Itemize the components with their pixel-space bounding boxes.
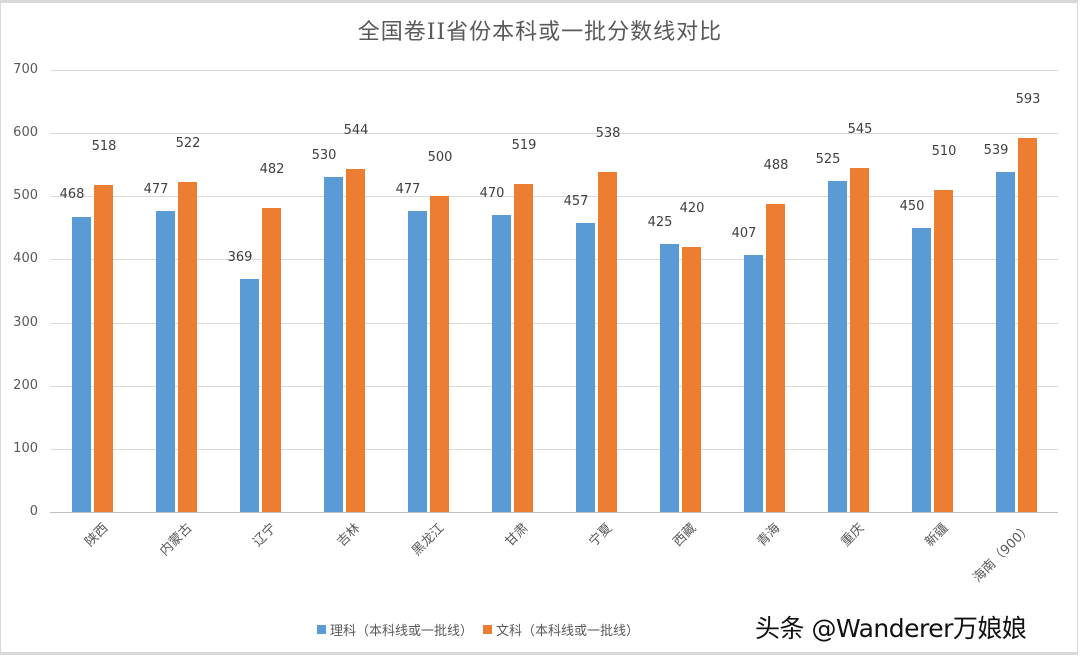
data-label: 482: [259, 161, 285, 177]
data-label: 538: [595, 126, 621, 142]
gridline: [50, 448, 1058, 450]
data-label: 488: [763, 157, 789, 173]
bar: [765, 203, 785, 512]
data-label: 407: [731, 226, 757, 241]
data-label: 470: [479, 186, 505, 202]
bar: [93, 184, 113, 512]
bar: [849, 167, 869, 512]
gridline: [50, 512, 1058, 513]
bar: [933, 189, 953, 512]
legend-label: 理科（本科线或一批线）: [330, 624, 474, 639]
bar: [1017, 137, 1037, 512]
data-label: 525: [815, 151, 841, 167]
bar: [911, 227, 931, 512]
gridline: [50, 259, 1058, 261]
gridline: [50, 196, 1058, 198]
bar: [995, 171, 1015, 512]
data-label: 468: [59, 187, 85, 203]
bar: [155, 210, 175, 512]
legend: 理科（本科线或一批线） 文科（本科线或一批线）: [317, 620, 645, 639]
data-label: 420: [679, 200, 705, 216]
y-tick-label: 200: [13, 377, 38, 393]
chart-title: 全国卷II省份本科或一批分数线对比: [357, 20, 723, 45]
data-label: 369: [227, 250, 253, 265]
data-label: 500: [427, 150, 453, 166]
bar: [261, 207, 281, 512]
data-label: 477: [143, 181, 169, 197]
watermark: 头条 @Wanderer万娘娘: [755, 614, 1027, 643]
bar: [345, 168, 365, 512]
legend-item-arts: 文科（本科线或一批线）: [483, 620, 639, 639]
data-label: 518: [91, 138, 117, 154]
legend-swatch-orange: [483, 625, 493, 634]
bar: [575, 223, 595, 512]
data-label: 510: [931, 143, 957, 159]
bar: [239, 279, 259, 512]
bar: [429, 196, 449, 512]
bar: [681, 246, 701, 512]
data-label: 539: [983, 142, 1009, 158]
legend-item-science: 理科（本科线或一批线）: [317, 620, 473, 639]
bar: [827, 180, 847, 512]
y-tick-label: 500: [13, 188, 38, 204]
data-label: 544: [343, 122, 369, 138]
bar: [491, 215, 511, 512]
data-label: 457: [563, 194, 589, 210]
data-label: 545: [847, 121, 873, 137]
data-label: 522: [175, 136, 201, 152]
y-tick-label: 0: [29, 504, 38, 519]
bar: [743, 255, 763, 512]
y-tick-label: 600: [13, 125, 38, 141]
data-label: 450: [899, 198, 925, 214]
data-label: 593: [1015, 91, 1041, 107]
bar: [323, 177, 343, 512]
gridline: [50, 385, 1058, 387]
data-label: 425: [647, 214, 673, 230]
gridline: [50, 70, 1058, 71]
plot-area: 0 100 200 300 400 500 600 700 468 518 477 522 369 482…: [13, 62, 1058, 519]
y-tick-label: 400: [13, 251, 38, 267]
data-label: 530: [311, 148, 337, 164]
y-tick-label: 300: [13, 314, 38, 330]
legend-swatch-blue: [317, 625, 326, 634]
bar: [659, 243, 679, 512]
y-tick-label: 100: [13, 440, 38, 456]
bar: [71, 216, 91, 512]
legend-label: 文科（本科线或一批线）: [496, 624, 640, 639]
gridline: [50, 322, 1058, 324]
bar: [177, 182, 197, 512]
bar: [407, 210, 427, 512]
bar: [597, 172, 617, 512]
bar: [513, 184, 533, 512]
gridline: [50, 133, 1058, 135]
data-label: 519: [511, 138, 537, 154]
data-label: 477: [395, 181, 421, 197]
y-tick-label: 700: [13, 62, 38, 77]
